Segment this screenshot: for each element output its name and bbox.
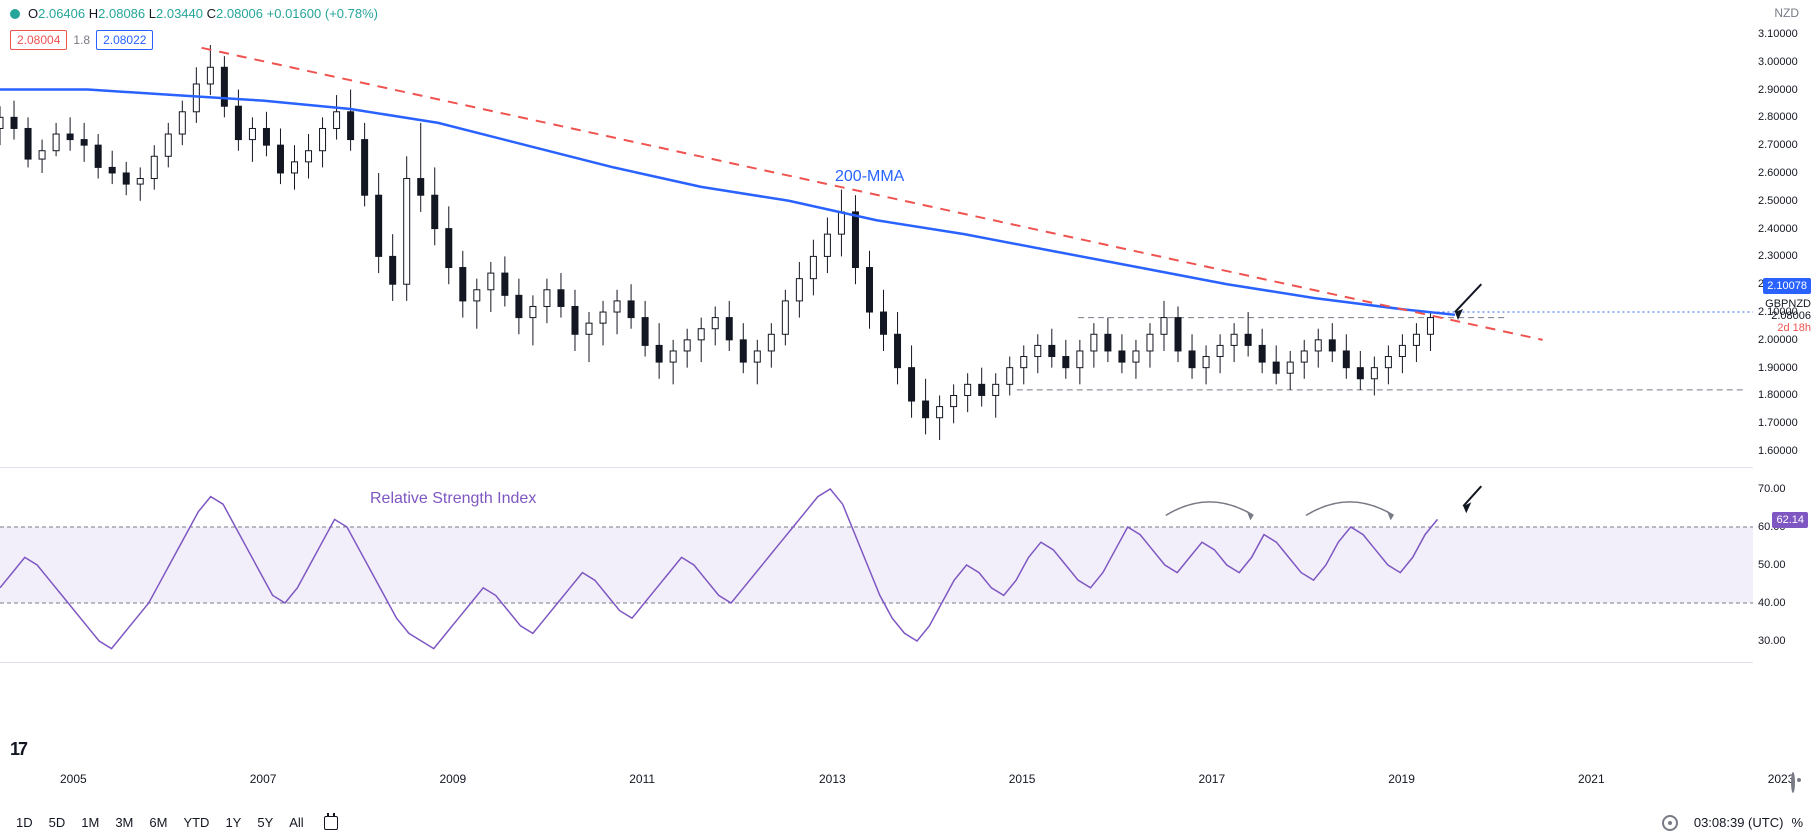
main-price-chart[interactable]: 3.100003.000002.900002.800002.700002.600… [0, 20, 1753, 465]
timeframe-selector: 1D5D1M3M6MYTD1Y5YAll [10, 811, 338, 834]
countdown: 2d 18h [1777, 322, 1811, 334]
timeframe-all[interactable]: All [283, 811, 309, 834]
timeframe-1m[interactable]: 1M [75, 811, 105, 834]
timeframe-3m[interactable]: 3M [109, 811, 139, 834]
ohlc-bar: O2.06406 H2.08086 L2.03440 C2.08006 +0.0… [10, 6, 378, 21]
gear-icon[interactable] [1791, 772, 1795, 793]
mma-label: 200-MMA [835, 168, 904, 186]
currency-label: NZD [1774, 6, 1799, 20]
pct-label[interactable]: % [1791, 815, 1803, 830]
timeframe-5y[interactable]: 5Y [251, 811, 279, 834]
current-price-badge: 2.10078 [1763, 278, 1811, 294]
axis-settings[interactable] [1791, 774, 1795, 792]
bottom-toolbar: 1D5D1M3M6MYTD1Y5YAll 03:08:39 (UTC) % [10, 811, 1803, 834]
pair-name: GBPNZD [1765, 298, 1811, 310]
rsi-label: Relative Strength Index [370, 490, 536, 508]
timeframe-1y[interactable]: 1Y [219, 811, 247, 834]
ohlc-values: O2.06406 H2.08086 L2.03440 C2.08006 +0.0… [28, 6, 378, 21]
timeframe-6m[interactable]: 6M [143, 811, 173, 834]
pair-price: 2.08006 [1771, 310, 1811, 322]
time-x-axis: 2005200720092011201320152017201920212023… [0, 772, 1753, 792]
calendar-icon[interactable] [324, 816, 338, 830]
panel-divider [0, 467, 1753, 468]
symbol-marker [10, 9, 20, 19]
rsi-chart[interactable]: 70.0060.0050.0040.0030.00 Relative Stren… [0, 470, 1753, 660]
panel-divider-2 [0, 662, 1753, 663]
timeframe-ytd[interactable]: YTD [177, 811, 215, 834]
gear-icon[interactable] [1662, 815, 1678, 831]
time-display: 03:08:39 (UTC) % [1662, 815, 1803, 831]
rsi-y-axis: 70.0060.0050.0040.0030.00 [1758, 470, 1808, 660]
price-y-axis: 3.100003.000002.900002.800002.700002.600… [1758, 20, 1808, 465]
rsi-value-badge: 62.14 [1772, 512, 1808, 528]
clock-time: 03:08:39 (UTC) [1694, 815, 1784, 830]
timeframe-1d[interactable]: 1D [10, 811, 39, 834]
timeframe-5d[interactable]: 5D [43, 811, 72, 834]
tradingview-logo: 17 [10, 739, 26, 760]
